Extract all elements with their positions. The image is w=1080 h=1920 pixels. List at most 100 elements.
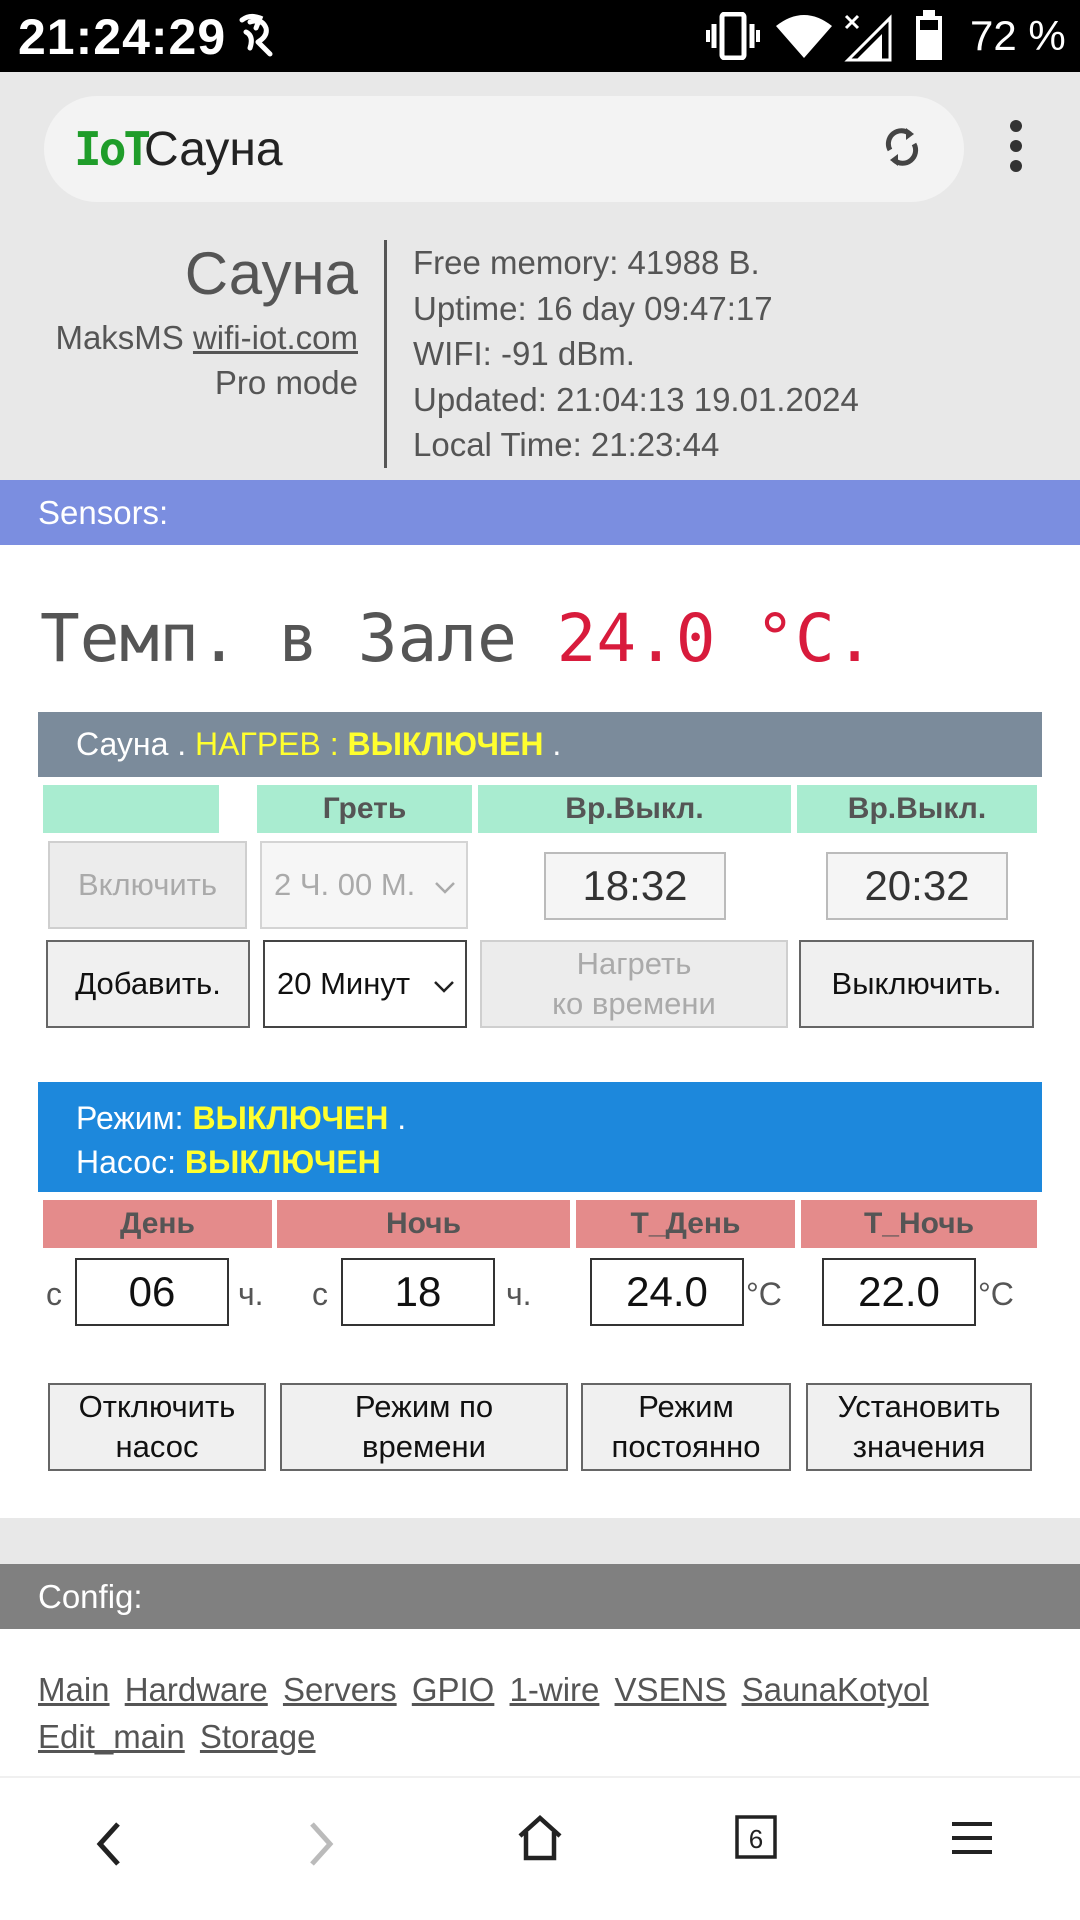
- config-links: Main Hardware Servers GPIO 1-wire VSENS …: [38, 1666, 1048, 1760]
- author-link[interactable]: wifi-iot.com: [192, 319, 358, 356]
- battery-icon: [914, 10, 944, 67]
- device-title: Сауна: [184, 240, 358, 307]
- set-values-line2: значения: [852, 1429, 986, 1464]
- local-time: Local Time: 21:23:44: [413, 426, 720, 463]
- sauna-col-header-off-time-2: Вр.Выкл.: [797, 785, 1037, 833]
- set-values-line1: Установить: [837, 1389, 1001, 1424]
- night-hours-label: ч.: [506, 1276, 532, 1312]
- off-time-1-field[interactable]: 18:32: [544, 852, 726, 920]
- status-time: 21:24:29: [18, 9, 227, 65]
- wifi-icon: [776, 12, 832, 65]
- link-servers[interactable]: Servers: [282, 1671, 397, 1708]
- mode-col-header-day: День: [43, 1200, 272, 1248]
- mode-label: Режим:: [76, 1100, 193, 1136]
- link-main[interactable]: Main: [38, 1671, 110, 1708]
- author-line: MaksMS wifi-iot.com: [0, 316, 358, 360]
- forward-arrow-icon[interactable]: [306, 1818, 338, 1875]
- vibrate-icon: [706, 11, 760, 65]
- t-day-field[interactable]: 24.0: [590, 1258, 744, 1326]
- turn-off-button[interactable]: Выключить.: [799, 940, 1034, 1028]
- enable-button[interactable]: Включить: [48, 841, 247, 929]
- day-from-label: с: [46, 1276, 62, 1312]
- sensors-section-bar: Sensors:: [0, 480, 1080, 545]
- duration-select[interactable]: 2 Ч. 00 М.: [260, 841, 468, 929]
- mode-col-header-t-day: T_День: [576, 1200, 795, 1248]
- sauna-col-header-heat: Греть: [257, 785, 472, 833]
- link-edit-main[interactable]: Edit_main: [38, 1718, 185, 1755]
- link-1-wire[interactable]: 1-wire: [509, 1671, 600, 1708]
- hall-temperature: Темп. в Зале 24.0 °C.: [40, 600, 874, 677]
- time-mode-line1: Режим по: [354, 1389, 494, 1424]
- tabs-icon[interactable]: 6: [734, 1814, 778, 1865]
- night-hour-field[interactable]: 18: [341, 1258, 495, 1326]
- back-arrow-icon[interactable]: [92, 1818, 124, 1875]
- site-logo: IoT: [74, 122, 151, 176]
- set-values-button[interactable]: Установить значения: [806, 1383, 1032, 1471]
- home-icon[interactable]: [516, 1814, 564, 1867]
- app-notification-icon: [236, 12, 286, 63]
- info-divider: [384, 240, 387, 468]
- t-night-unit: °C: [978, 1276, 1014, 1312]
- more-vert-icon[interactable]: [1004, 118, 1028, 179]
- day-hours-label: ч.: [238, 1276, 264, 1312]
- author-name: MaksMS: [55, 319, 184, 356]
- add-button[interactable]: Добавить.: [46, 940, 250, 1028]
- add-duration-select-value: 20 Минут: [277, 966, 411, 1001]
- heat-suffix: .: [543, 726, 562, 762]
- time-mode-button[interactable]: Режим по времени: [280, 1383, 568, 1471]
- link-saunakotyol[interactable]: SaunaKotyol: [741, 1671, 929, 1708]
- pump-off-line2: насос: [115, 1429, 199, 1464]
- temp-value: 24.0 °C.: [556, 600, 875, 677]
- updated-time: Updated: 21:04:13 19.01.2024: [413, 380, 859, 418]
- pump-state: ВЫКЛЮЧЕН: [184, 1144, 381, 1180]
- night-from-label: с: [312, 1276, 328, 1312]
- sauna-col-header-empty: [43, 785, 219, 833]
- sauna-col-header-off-time-1: Вр.Выкл.: [478, 785, 791, 833]
- pump-off-button[interactable]: Отключить насос: [48, 1383, 266, 1471]
- mode-state: ВЫКЛЮЧЕН: [192, 1100, 389, 1136]
- constant-mode-button[interactable]: Режим постоянно: [581, 1383, 791, 1471]
- tab-count: 6: [749, 1824, 763, 1854]
- constant-mode-line2: постоянно: [611, 1429, 761, 1464]
- mode-status-header: Режим: ВЫКЛЮЧЕН . Насос: ВЫКЛЮЧЕН: [38, 1082, 1042, 1192]
- t-night-field[interactable]: 22.0: [822, 1258, 976, 1326]
- link-hardware[interactable]: Hardware: [124, 1671, 268, 1708]
- time-mode-line2: времени: [362, 1429, 486, 1464]
- link-vsens[interactable]: VSENS: [614, 1671, 727, 1708]
- free-memory: Free memory: 41988 B.: [413, 244, 760, 281]
- add-duration-select[interactable]: 20 Минут: [263, 940, 467, 1028]
- off-time-2-field[interactable]: 20:32: [826, 852, 1008, 920]
- cell-signal-icon: [842, 12, 894, 67]
- menu-icon[interactable]: [950, 1820, 994, 1861]
- link-gpio[interactable]: GPIO: [411, 1671, 495, 1708]
- page-title: Сауна: [144, 123, 283, 176]
- config-section-bar: Config:: [0, 1564, 1080, 1629]
- pump-line: Насос: ВЫКЛЮЧЕН: [76, 1140, 1042, 1184]
- sauna-name: Сауна .: [76, 726, 196, 762]
- address-bar[interactable]: IoT Сауна: [44, 96, 964, 202]
- mode-col-header-t-night: T_Ночь: [801, 1200, 1037, 1248]
- section-gap: [0, 1518, 1080, 1564]
- mode-label: Pro mode: [214, 364, 358, 401]
- status-bar: 21:24:29 72 %: [0, 0, 1080, 72]
- browser-bottom-nav: 6: [0, 1776, 1080, 1920]
- constant-mode-line1: Режим: [638, 1389, 734, 1424]
- heat-state: ВЫКЛЮЧЕН: [347, 726, 544, 762]
- wifi-strength: WIFI: -91 dBm.: [413, 335, 635, 372]
- chevron-down-icon: [433, 966, 455, 1002]
- browser-toolbar: IoT Сауна: [0, 72, 1080, 206]
- link-storage[interactable]: Storage: [199, 1718, 316, 1755]
- pump-label: Насос:: [76, 1144, 185, 1180]
- heat-label: НАГРЕВ :: [195, 726, 348, 762]
- device-info: Сауна MaksMS wifi-iot.com Pro mode Free …: [0, 206, 1080, 480]
- sauna-status-header: Сауна . НАГРЕВ : ВЫКЛЮЧЕН .: [38, 712, 1042, 777]
- heat-to-time-button[interactable]: Нагреть ко времени: [480, 940, 788, 1028]
- mode-col-header-night: Ночь: [277, 1200, 570, 1248]
- mode-suffix: .: [388, 1100, 407, 1136]
- reload-icon[interactable]: [882, 124, 922, 175]
- device-identity: Сауна MaksMS wifi-iot.com Pro mode: [0, 242, 358, 406]
- heat-to-time-line1: Нагреть: [576, 946, 692, 981]
- heat-to-time-line2: ко времени: [552, 986, 716, 1021]
- temp-label: Темп. в Зале: [40, 600, 517, 677]
- day-hour-field[interactable]: 06: [75, 1258, 229, 1326]
